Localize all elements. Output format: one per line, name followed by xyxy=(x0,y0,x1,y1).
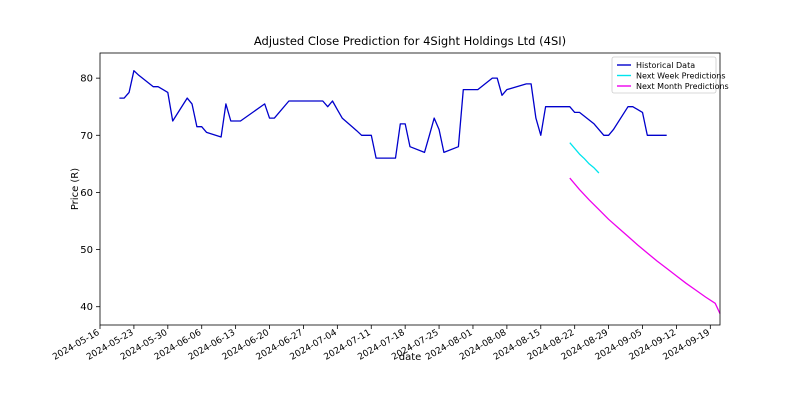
legend-box xyxy=(611,56,717,94)
legend-label: Next Month Predictions xyxy=(636,82,729,91)
plot-frame xyxy=(99,52,721,326)
y-tick-label: 40 xyxy=(80,302,93,313)
chart-title: Adjusted Close Prediction for 4Sight Hol… xyxy=(254,34,566,48)
y-tick-label: 70 xyxy=(80,131,93,142)
y-tick-label: 60 xyxy=(80,188,93,199)
series-line-0 xyxy=(119,70,667,159)
x-axis-label: date xyxy=(399,352,422,363)
series-layer xyxy=(119,70,721,314)
series-line-2 xyxy=(569,177,721,314)
y-axis-label: Price (R) xyxy=(70,168,81,210)
legend-label: Historical Data xyxy=(636,61,695,70)
legend-label: Next Week Predictions xyxy=(636,72,726,81)
y-tick-label: 80 xyxy=(80,74,93,85)
legend: Historical Data Next Week PredictionsNext… xyxy=(611,56,729,94)
series-line-1 xyxy=(569,142,600,174)
y-tick-label: 50 xyxy=(80,245,93,256)
